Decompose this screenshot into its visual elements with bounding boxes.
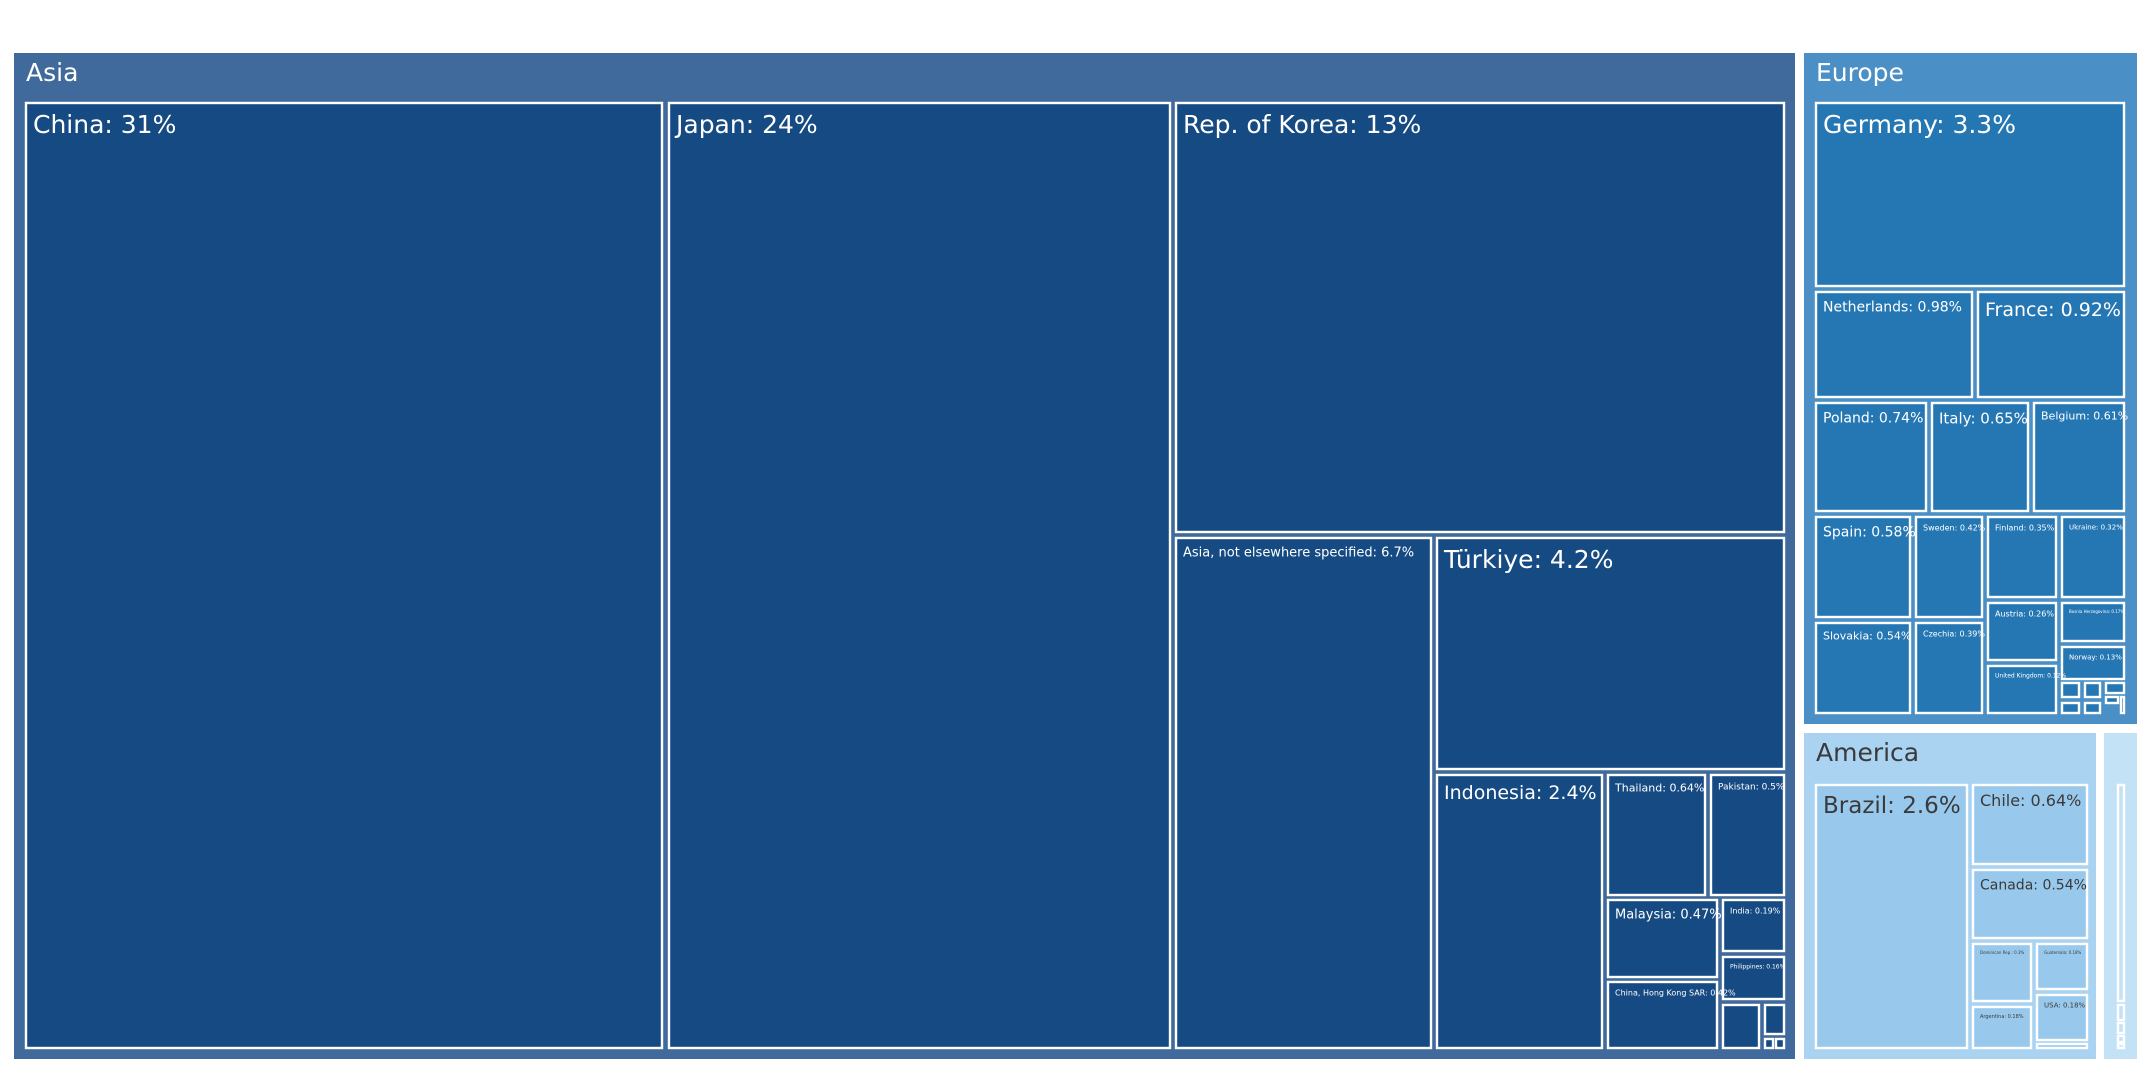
tile-europe-minor-18 [2104, 681, 2126, 695]
tile-label-finland: Finland: 0.35% [1995, 524, 2055, 533]
tile-label-asia-not-elsewhere-specified: Asia, not elsewhere specified: 6.7% [1183, 545, 1414, 560]
tile-label-usa: USA: 0.18% [2044, 1002, 2086, 1010]
tile-finland [1986, 515, 2058, 599]
tile-asia-not-elsewhere-specified [1174, 536, 1433, 1050]
tile-label-netherlands: Netherlands: 0.98% [1823, 299, 1962, 315]
tile-label-philippines: Philippines: 0.16% [1730, 964, 1786, 971]
tile-asia-minor-13 [1763, 1003, 1786, 1036]
tile-other-minor-2 [2116, 1021, 2126, 1035]
tile-label-poland: Poland: 0.74% [1823, 410, 1923, 426]
tile-other-minor-0 [2116, 783, 2126, 1003]
tile-italy [1930, 401, 2030, 513]
tile-america-minor-7 [2035, 1042, 2089, 1050]
tile-bosnia-herzegovina [2060, 601, 2126, 643]
tile-europe-minor-19 [2060, 701, 2081, 715]
tile-europe-minor-17 [2083, 681, 2102, 699]
tile-label-united-kingdom: United Kingdom: 0.12% [1995, 673, 2066, 680]
tile-label-slovakia: Slovakia: 0.54% [1823, 629, 1911, 642]
tile-germany [1814, 101, 2126, 288]
tile-label-chile: Chile: 0.64% [1980, 791, 2081, 810]
tile-indonesia [1435, 773, 1604, 1050]
tile-united-kingdom [1986, 664, 2058, 715]
tile-czechia [1914, 621, 1984, 715]
tile-europe-minor-21 [2104, 695, 2120, 705]
tile-label-norway: Norway: 0.13% [2069, 654, 2122, 662]
tile-asia-minor-15 [1774, 1037, 1786, 1050]
tile-philippines [1721, 955, 1786, 1001]
tile-label-canada: Canada: 0.54% [1980, 877, 2087, 893]
tile-asia-minor-12 [1721, 1003, 1761, 1050]
tile-india [1721, 898, 1786, 953]
tile-label-indonesia: Indonesia: 2.4% [1444, 782, 1597, 804]
tile-label-rep-of-korea: Rep. of Korea: 13% [1183, 110, 1421, 139]
tile-label-italy: Italy: 0.65% [1939, 409, 2028, 427]
tile-poland [1814, 401, 1928, 513]
tile-austria [1986, 601, 2058, 662]
tile-other-minor-1 [2116, 1003, 2126, 1022]
tile-china-hong-kong-sar [1606, 980, 1719, 1050]
tile-other-minor-4 [2116, 1042, 2126, 1050]
tile-malaysia [1606, 898, 1719, 979]
tile-slovakia [1814, 621, 1912, 715]
tile-label-sweden: Sweden: 0.42% [1923, 524, 1986, 533]
tile-label-japan: Japan: 24% [674, 110, 818, 139]
tile-label-pakistan: Pakistan: 0.5% [1718, 783, 1785, 793]
tile-label-czechia: Czechia: 0.39% [1923, 630, 1985, 639]
tile-canada [1971, 868, 2089, 940]
tile-pakistan [1709, 773, 1786, 897]
tile-t-rkiye [1435, 536, 1786, 771]
tile-europe-minor-20 [2083, 701, 2102, 715]
tile-label-india: India: 0.19% [1730, 907, 1781, 916]
tile-label-china-hong-kong-sar: China, Hong Kong SAR: 0.42% [1615, 989, 1736, 998]
tile-japan [667, 101, 1172, 1050]
tile-other-minor-3 [2116, 1034, 2126, 1044]
tile-label-austria: Austria: 0.26% [1995, 610, 2054, 619]
tile-label-thailand: Thailand: 0.64% [1614, 781, 1704, 794]
tile-thailand [1606, 773, 1707, 897]
tile-argentina [1971, 1005, 2033, 1050]
tile-label-spain: Spain: 0.58% [1823, 524, 1916, 540]
tile-brazil [1814, 783, 1969, 1050]
tile-france [1976, 290, 2126, 399]
tile-label-ukraine: Ukraine: 0.32% [2069, 524, 2123, 532]
region-label-asia: Asia [26, 58, 78, 87]
tile-label-germany: Germany: 3.3% [1823, 110, 2016, 139]
tile-norway [2060, 645, 2126, 681]
tile-belgium [2032, 401, 2126, 513]
region-label-america: America [1816, 738, 1919, 767]
tile-spain [1814, 515, 1912, 619]
tile-label-brazil: Brazil: 2.6% [1823, 793, 1961, 819]
tile-europe-minor-22 [2119, 695, 2126, 715]
tile-rep-of-korea [1174, 101, 1786, 534]
tile-label-belgium: Belgium: 0.61% [2041, 409, 2128, 422]
tile-label-dominican-rep: Dominican Rep.: 0.3% [1980, 950, 2024, 955]
tile-label-guatemala: Guatemala: 0.18% [2044, 950, 2082, 955]
tile-china [24, 101, 664, 1050]
tile-ukraine [2060, 515, 2126, 599]
tile-dominican-rep [1971, 942, 2033, 1003]
tile-sweden [1914, 515, 1984, 619]
region-label-europe: Europe [1816, 58, 1904, 87]
tile-netherlands [1814, 290, 1974, 399]
tile-usa [2035, 993, 2089, 1042]
tile-label-france: France: 0.92% [1985, 299, 2121, 321]
tile-chile [1971, 783, 2089, 866]
tile-label-argentina: Argentina: 0.18% [1980, 1014, 2024, 1020]
tile-label-t-rkiye: Türkiye: 4.2% [1443, 545, 1613, 574]
tile-label-bosnia-herzegovina: Bosnia Herzegovina: 0.17% [2069, 609, 2124, 614]
tile-label-malaysia: Malaysia: 0.47% [1615, 907, 1722, 922]
tile-europe-minor-16 [2060, 681, 2081, 699]
tile-guatemala [2035, 942, 2089, 991]
tile-label-china: China: 31% [33, 110, 176, 139]
tile-asia-minor-14 [1763, 1037, 1775, 1050]
